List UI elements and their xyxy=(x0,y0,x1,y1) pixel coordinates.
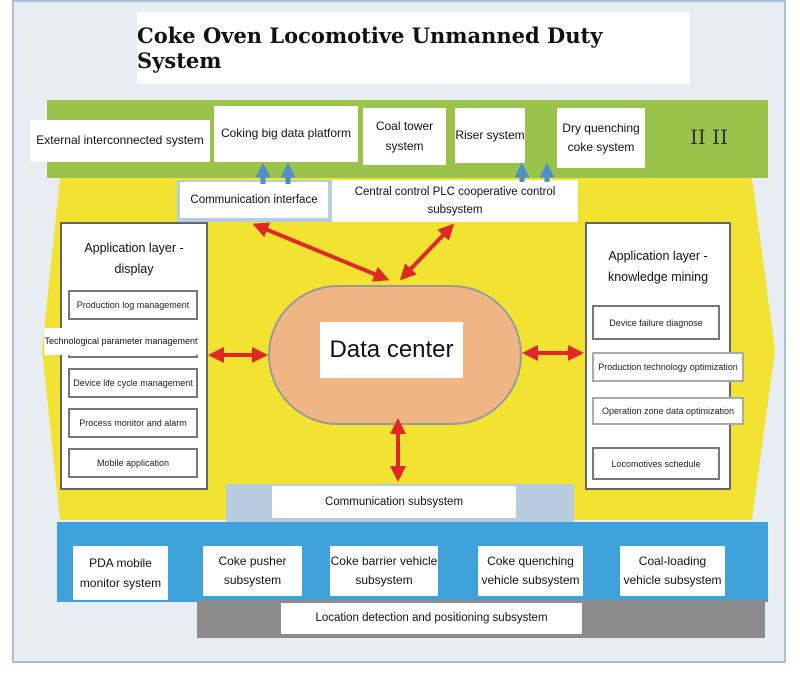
red-double-arrows xyxy=(208,222,584,482)
operation-zone-data-optimization: Operation zone data optimization xyxy=(592,397,744,425)
production-technology-optimization: Production technology optimization xyxy=(592,352,744,382)
panel-title: Application layer -display xyxy=(84,241,184,277)
device-life-cycle-management: Device life cycle management xyxy=(68,368,198,398)
roman-mark: II II xyxy=(690,125,728,149)
blue-up-arrows xyxy=(255,162,555,184)
coke-pusher-subsystem: Coke pusher subsystem xyxy=(203,546,302,596)
coke-quenching-vehicle-subsystem: Coke quenching vehicle subsystem xyxy=(478,546,583,596)
dry-quenching-coke-system: Dry quenching coke system xyxy=(557,108,645,168)
data-center-label: Data center xyxy=(320,322,463,378)
process-monitor-and-alarm: Process monitor and alarm xyxy=(68,408,198,438)
central-control-plc: Central control PLC cooperative control … xyxy=(332,180,578,222)
production-log-management: Production log management xyxy=(68,290,198,320)
diagram-title: Coke Oven Locomotive Unmanned Duty Syste… xyxy=(137,12,690,84)
communication-subsystem: Communication subsystem xyxy=(272,486,516,518)
riser-system: Riser system xyxy=(455,108,525,163)
location-detection-subsystem: Location detection and positioning subsy… xyxy=(281,603,582,634)
technological-parameter-management: Technological parameter management xyxy=(44,328,198,355)
panel-title: Application layer -knowledge mining xyxy=(607,249,709,285)
mobile-application: Mobile application xyxy=(68,448,198,478)
coke-barrier-vehicle-subsystem: Coke barrier vehicle subsystem xyxy=(330,546,438,596)
coal-loading-vehicle-subsystem: Coal-loading vehicle subsystem xyxy=(620,546,725,596)
pda-mobile-monitor-system: PDA mobile monitor system xyxy=(73,546,168,600)
device-failure-diagnose: Device failure diagnose xyxy=(592,305,720,340)
locomotives-schedule: Locomotives schedule xyxy=(592,447,720,480)
coal-tower-system: Coal tower system xyxy=(363,108,446,165)
coking-big-data-platform: Coking big data platform xyxy=(214,106,358,162)
arrow-comm-interface-data-center xyxy=(252,222,390,282)
communication-interface: Communication interface xyxy=(180,182,328,218)
external-interconnected-system: External interconnected system xyxy=(30,120,210,162)
arrow-plc-data-center xyxy=(399,223,455,281)
